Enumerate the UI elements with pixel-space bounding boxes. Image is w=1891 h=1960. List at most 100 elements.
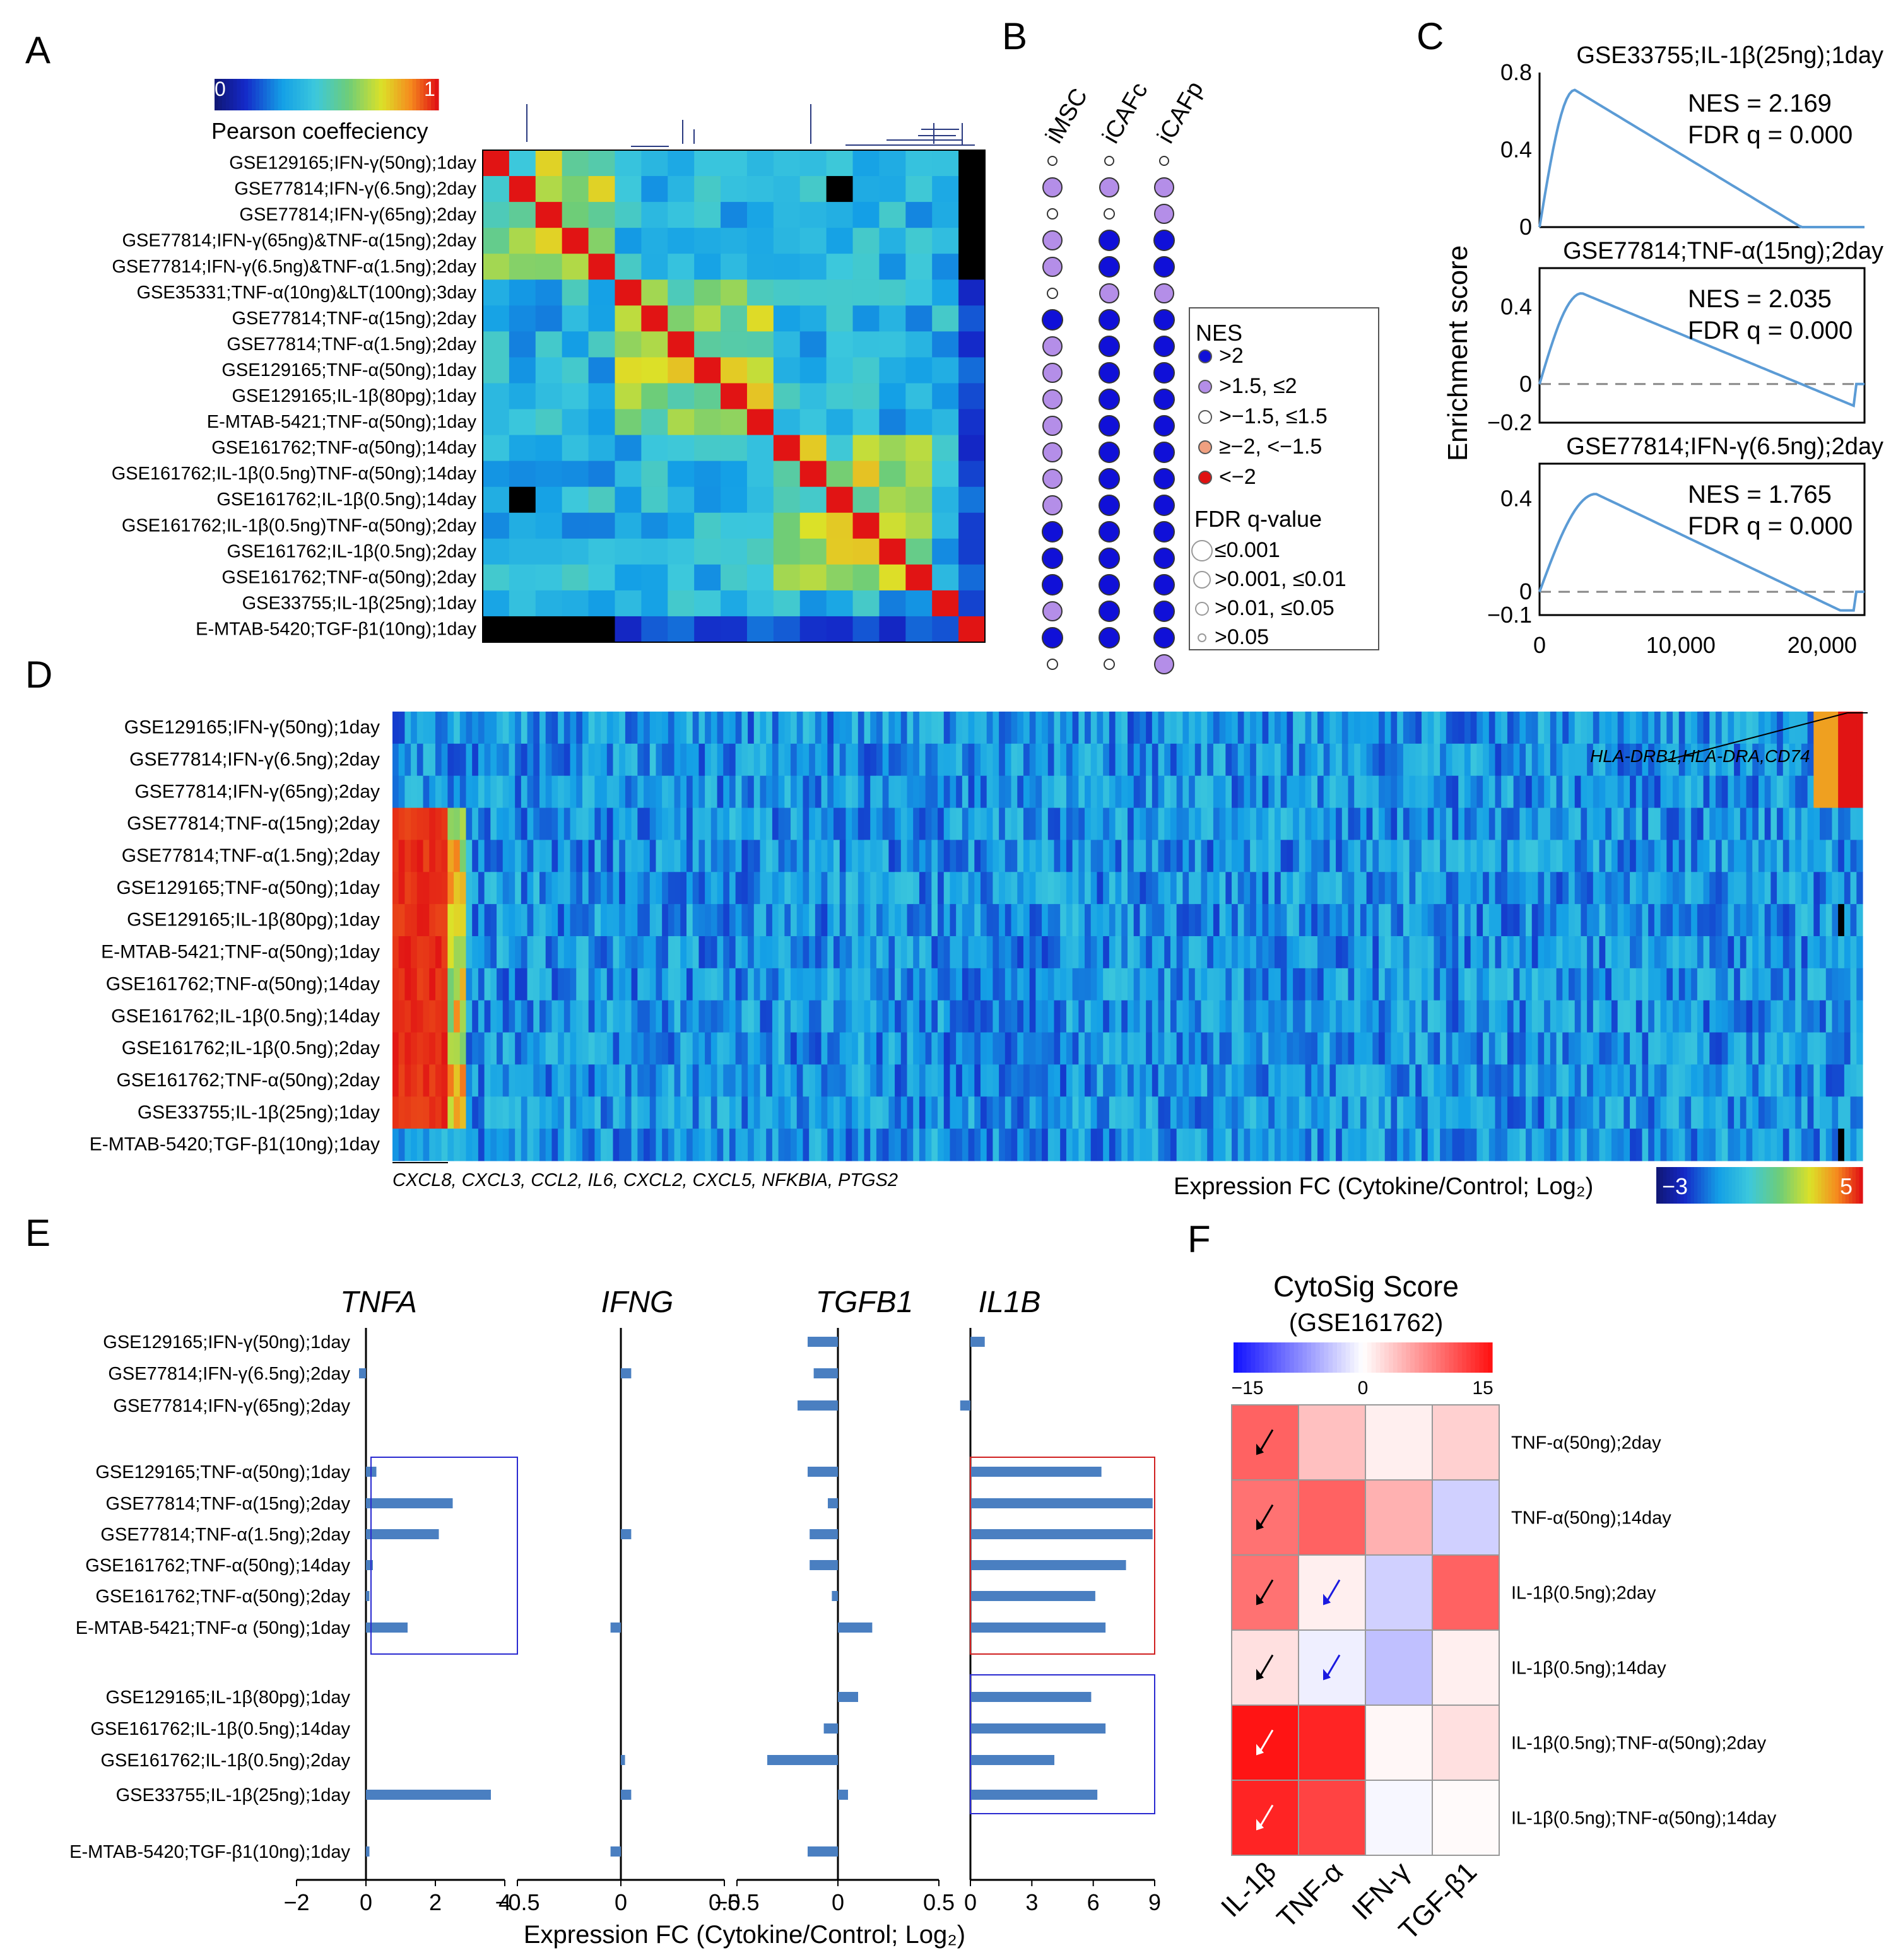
expression-cell bbox=[674, 775, 681, 809]
expression-cell bbox=[1244, 840, 1251, 872]
expression-cell bbox=[1422, 936, 1429, 969]
expression-cell bbox=[398, 1064, 406, 1097]
expression-cell bbox=[1152, 968, 1159, 1001]
correlation-cell bbox=[615, 486, 642, 513]
expression-cell bbox=[1128, 775, 1134, 809]
expression-cell bbox=[962, 1129, 969, 1161]
expression-cell bbox=[796, 1096, 804, 1129]
expression-cell bbox=[1336, 1032, 1343, 1065]
expression-cell bbox=[717, 743, 724, 777]
correlation-cell bbox=[721, 202, 748, 228]
expression-cell bbox=[723, 904, 730, 937]
expression-cell bbox=[1635, 743, 1643, 777]
expression-cell bbox=[1569, 1096, 1576, 1129]
cytosig-colorbar-segment bbox=[1255, 1342, 1260, 1373]
expression-cell bbox=[551, 1064, 558, 1097]
expression-cell bbox=[1562, 712, 1569, 744]
expression-cell bbox=[527, 712, 534, 744]
expression-cell bbox=[735, 1032, 742, 1065]
expression-cell bbox=[1531, 807, 1539, 841]
expression-cell bbox=[582, 775, 589, 809]
expression-cell bbox=[1440, 872, 1447, 905]
expression-cell bbox=[968, 872, 975, 905]
expression-cell bbox=[1225, 775, 1232, 809]
expression-cell bbox=[1384, 775, 1392, 809]
expression-cell bbox=[594, 743, 601, 777]
expression-cell bbox=[1146, 1000, 1153, 1033]
expression-cell bbox=[900, 872, 908, 905]
expression-cell bbox=[1146, 1096, 1153, 1129]
expression-cell bbox=[466, 807, 473, 841]
expression-cell bbox=[1293, 936, 1300, 969]
expression-cell bbox=[1427, 872, 1435, 905]
expression-cell bbox=[1336, 1064, 1343, 1097]
expression-cell bbox=[1323, 807, 1330, 841]
correlation-cell bbox=[746, 357, 774, 384]
expression-cell bbox=[1305, 1064, 1312, 1097]
expression-cell bbox=[1072, 1064, 1079, 1097]
expression-cell bbox=[411, 872, 418, 905]
expression-cell bbox=[533, 904, 540, 937]
expression-cell bbox=[1605, 872, 1612, 905]
expression-cell bbox=[1158, 1129, 1165, 1161]
expression-cell bbox=[857, 936, 865, 969]
expression-cell bbox=[1844, 712, 1851, 744]
expression-cell bbox=[644, 904, 651, 937]
expression-cell bbox=[619, 936, 626, 969]
expression-cell bbox=[1488, 807, 1496, 841]
expression-cell bbox=[1336, 775, 1343, 809]
expression-cell bbox=[674, 807, 681, 841]
expression-cell bbox=[454, 1129, 461, 1161]
expression-cell bbox=[1709, 1000, 1716, 1033]
correlation-cell bbox=[879, 331, 906, 358]
expression-bar bbox=[970, 1723, 1106, 1734]
expression-cell bbox=[1569, 712, 1576, 744]
expression-cell bbox=[993, 1096, 999, 1129]
gsea-plot-title: GSE33755;IL-1β(25ng);1day bbox=[1576, 42, 1883, 69]
expression-cell bbox=[950, 775, 957, 809]
expression-cell bbox=[1225, 1032, 1232, 1065]
expression-cell bbox=[729, 936, 736, 969]
expression-cell bbox=[1029, 968, 1036, 1001]
expression-cell bbox=[1004, 1129, 1012, 1161]
expression-cell bbox=[1403, 904, 1410, 937]
expression-cell bbox=[888, 1064, 895, 1097]
expression-cell bbox=[1574, 936, 1582, 969]
expression-cell bbox=[1697, 840, 1704, 872]
expression-cell bbox=[1146, 936, 1153, 969]
pearson-colorbar-segment bbox=[420, 79, 424, 110]
expression-cell bbox=[1470, 840, 1477, 872]
expression-cell bbox=[637, 1000, 644, 1033]
expression-cell bbox=[748, 872, 755, 905]
expression-cell bbox=[1820, 1096, 1827, 1129]
expression-cell bbox=[1250, 1032, 1257, 1065]
expression-cell bbox=[1372, 840, 1379, 872]
expression-cell bbox=[1746, 840, 1753, 872]
expression-cell bbox=[1648, 807, 1655, 841]
expression-cell bbox=[656, 1000, 663, 1033]
expression-cell bbox=[839, 712, 847, 744]
bar-row-labels: GSE129165;IFN-γ(50ng);1dayGSE77814;IFN-γ… bbox=[69, 1332, 350, 1862]
expression-cell bbox=[1194, 872, 1202, 905]
expression-cell bbox=[907, 712, 914, 744]
expression-cell bbox=[993, 936, 999, 969]
cytosig-arrow-shaft bbox=[1259, 1804, 1274, 1828]
expression-cell bbox=[1275, 743, 1281, 777]
expression-cell bbox=[1856, 936, 1863, 969]
expression-cell bbox=[1415, 775, 1422, 809]
expression-cell bbox=[1029, 1032, 1036, 1065]
expression-cell bbox=[1194, 1064, 1202, 1097]
expression-cell bbox=[999, 807, 1006, 841]
expression-cell bbox=[441, 1129, 448, 1161]
expression-cell bbox=[490, 807, 497, 841]
expression-cell bbox=[1740, 775, 1747, 809]
expression-cell bbox=[735, 936, 742, 969]
expression-cell bbox=[1758, 872, 1765, 905]
expression-cell bbox=[1605, 712, 1612, 744]
expression-cell bbox=[766, 968, 773, 1001]
expression-cell bbox=[692, 775, 700, 809]
expression-cell bbox=[576, 712, 583, 744]
expression-cell bbox=[1746, 968, 1753, 1001]
expression-cell bbox=[1581, 1032, 1588, 1065]
expression-cell bbox=[1262, 712, 1269, 744]
